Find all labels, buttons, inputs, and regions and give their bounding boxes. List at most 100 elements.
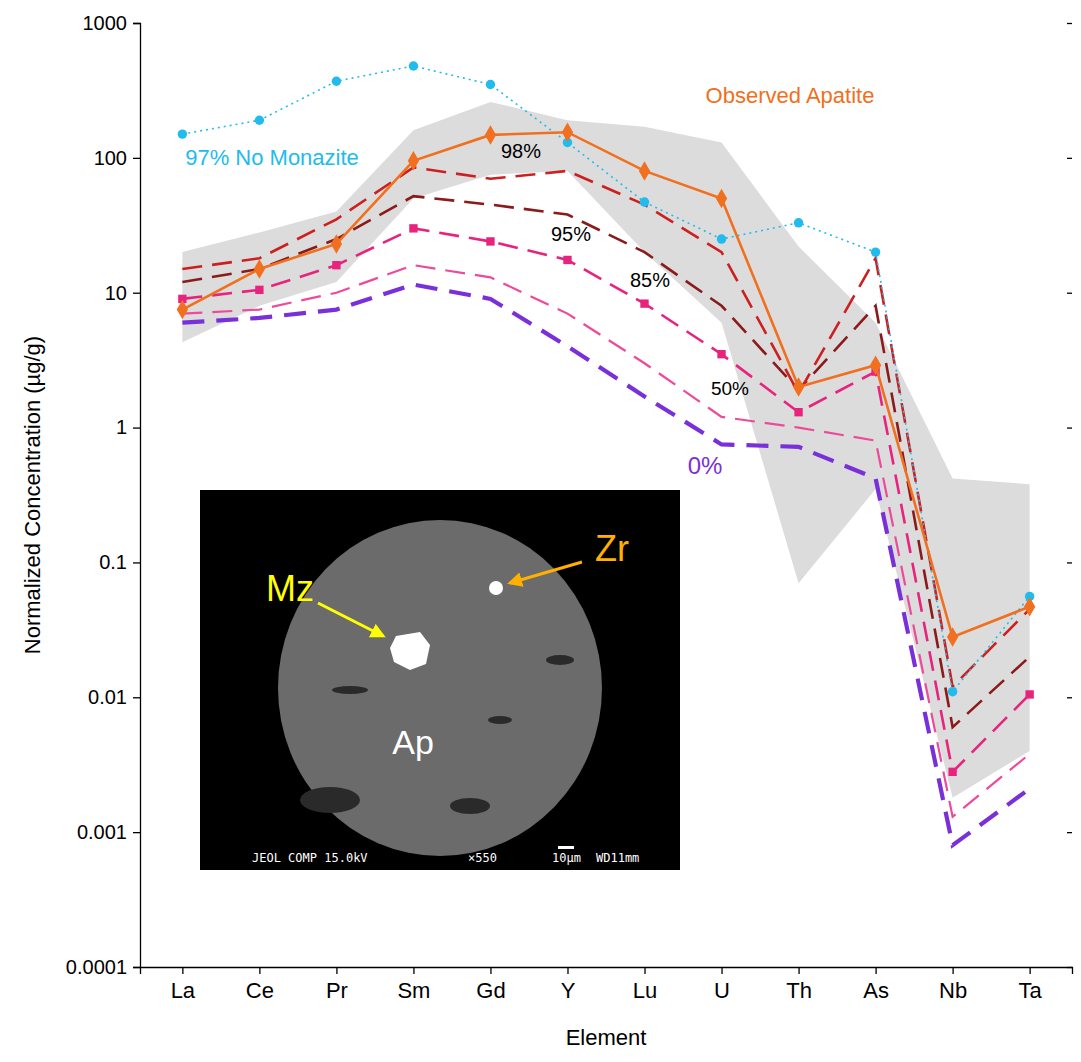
tick-mark xyxy=(133,697,140,698)
zircon-grain xyxy=(489,581,503,595)
tick-mark xyxy=(567,967,568,974)
grain-pit xyxy=(300,787,360,813)
y-axis: 0.0001 0.001 0.01 0.1 1 10 100 1000 xyxy=(66,12,141,978)
monazite-grain xyxy=(390,632,430,670)
tick-mark xyxy=(133,23,140,24)
inset-background xyxy=(200,490,680,870)
marker xyxy=(178,129,187,138)
tick: 100 xyxy=(94,147,140,169)
axis-title: Normalized Concentration (µg/g) xyxy=(20,336,45,654)
tick: Ta xyxy=(1019,967,1043,1003)
tick: Gd xyxy=(476,967,505,1003)
tick: 0.0001 xyxy=(66,956,140,978)
tick xyxy=(1067,832,1072,833)
series-label: 97% No Monazite xyxy=(185,145,359,170)
tick-mark xyxy=(1067,427,1072,428)
tick: As xyxy=(863,967,889,1003)
tick-mark xyxy=(875,967,876,974)
tick: 1 xyxy=(116,416,140,438)
tick xyxy=(1067,158,1072,159)
marker xyxy=(717,234,726,243)
tick: 1000 xyxy=(83,12,141,34)
tick-mark xyxy=(1067,697,1072,698)
tick xyxy=(1067,293,1072,294)
tick-label: 0.1 xyxy=(99,551,127,573)
tick-mark xyxy=(721,967,722,974)
axis-line xyxy=(133,24,141,968)
y-axis-right xyxy=(1067,24,1072,968)
inset-label: Mz xyxy=(266,568,314,609)
tick-label: Th xyxy=(786,978,812,1003)
tick-mark xyxy=(133,967,140,968)
marker xyxy=(793,377,804,397)
tick: 10 xyxy=(105,282,140,304)
tick-mark xyxy=(1067,23,1072,24)
tick: La xyxy=(171,967,196,1003)
marker xyxy=(255,286,263,294)
arrow xyxy=(510,562,582,583)
tick-mark xyxy=(133,562,140,563)
chart: 0.00010.0010.010.11101001000LaCePrSmGdYL… xyxy=(0,0,1081,1062)
tick-mark xyxy=(336,967,337,974)
marker xyxy=(177,300,188,320)
marker xyxy=(331,234,342,254)
tick-mark xyxy=(133,427,140,428)
tick xyxy=(1067,428,1072,429)
tick xyxy=(1067,23,1072,24)
axis-title: Element xyxy=(566,1025,647,1050)
series-label: 85% xyxy=(630,269,670,291)
marker xyxy=(640,299,648,307)
x-axis: LaCePrSmGdYLuUThAsNbTa xyxy=(141,967,1073,1003)
marker xyxy=(794,408,802,416)
inset-label: Zr xyxy=(595,528,629,569)
tick-label: U xyxy=(714,978,730,1003)
inset-label: Ap xyxy=(392,723,434,761)
tick: Y xyxy=(561,967,576,1003)
tick-label: Pr xyxy=(326,978,348,1003)
tick: 0.01 xyxy=(88,686,140,708)
tick: Ce xyxy=(246,967,274,1003)
marker xyxy=(408,151,419,171)
marker xyxy=(717,350,725,358)
marker xyxy=(485,125,496,145)
tick-label: 0.0001 xyxy=(66,956,127,978)
tick-label: La xyxy=(171,978,196,1003)
series-label: 0% xyxy=(688,452,723,479)
tick-label: 1 xyxy=(116,416,127,438)
marker xyxy=(563,256,571,264)
marker xyxy=(794,218,803,227)
tick-label: Ce xyxy=(246,978,274,1003)
tick: Pr xyxy=(326,967,348,1003)
tick-mark xyxy=(133,832,140,833)
inset-caption: JEOL COMP 15.0kV xyxy=(252,851,368,865)
marker xyxy=(254,259,265,279)
marker xyxy=(640,197,649,206)
scale-bar xyxy=(558,846,574,849)
tick xyxy=(1067,697,1072,698)
grain-pit xyxy=(450,798,490,814)
axis-line xyxy=(141,968,1073,975)
tick-mark xyxy=(259,967,260,974)
tick-label: 0.01 xyxy=(88,686,127,708)
marker xyxy=(639,161,650,181)
marker xyxy=(870,355,881,375)
tick: Th xyxy=(786,967,812,1003)
inset: MzZrApJEOL COMP 15.0kV×55010µmWD11mm xyxy=(200,490,680,870)
tick: Sm xyxy=(397,967,430,1003)
marker xyxy=(1025,690,1033,698)
grain-pit xyxy=(546,655,574,665)
tick-mark xyxy=(1067,158,1072,159)
series-label: 95% xyxy=(551,223,591,245)
tick-mark xyxy=(1067,293,1072,294)
tick-label: Ta xyxy=(1019,978,1043,1003)
series-label: Observed Apatite xyxy=(706,83,875,108)
grain-pit xyxy=(332,686,368,694)
inset-caption: ×550 xyxy=(468,851,497,865)
tick-label: 0.001 xyxy=(77,821,127,843)
tick-label: Gd xyxy=(476,978,505,1003)
marker xyxy=(716,189,727,209)
tick-mark xyxy=(413,967,414,974)
tick-label: 1000 xyxy=(83,12,128,34)
tick-mark xyxy=(1067,832,1072,833)
marker xyxy=(562,122,573,142)
